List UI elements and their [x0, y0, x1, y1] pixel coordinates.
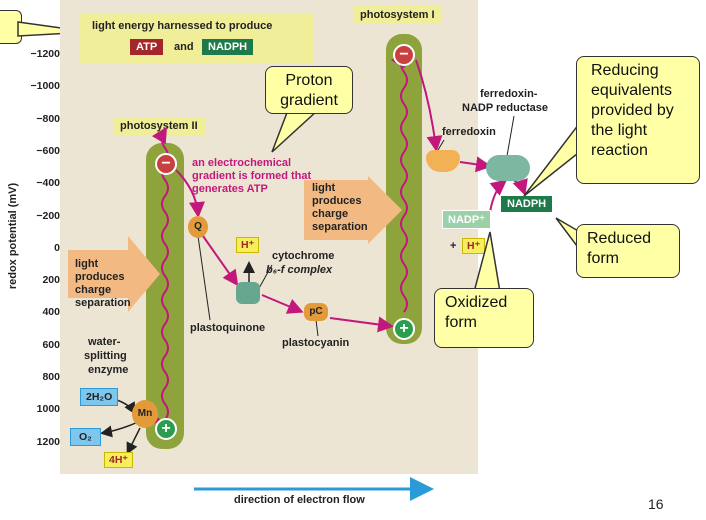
h-plus-box: H⁺ [236, 237, 260, 253]
y-tick-label: −1200 [30, 48, 61, 60]
photosystem-i-label: photosystem I [353, 6, 442, 24]
cytochrome-node [236, 282, 260, 304]
reductase-label-1: ferredoxin- [480, 88, 538, 100]
y-tick-label: −800 [36, 112, 60, 125]
pc-node: pC [304, 303, 328, 321]
photosystem-ii-column [146, 143, 184, 449]
y-tick-label: 1000 [36, 403, 60, 416]
cytochrome-label-1: cytochrome [272, 250, 335, 262]
y-tick-label: 600 [42, 338, 60, 351]
ps2-minus-icon: − [155, 153, 177, 175]
charge-separation-arrow-left [68, 236, 160, 312]
electrochemical-gradient-text: an electrochemical gradient is formed th… [192, 157, 312, 195]
water-enzyme-1: water- [88, 336, 121, 348]
4h-plus-box: 4H⁺ [104, 452, 133, 468]
cytochrome-label-2: b₆-f complex [266, 264, 333, 276]
ferredoxin-node [426, 150, 460, 172]
q-node: Q [188, 216, 208, 238]
reductase-label-2: NADP reductase [462, 102, 548, 114]
slide-number: 16 [648, 496, 664, 512]
o2-box: O₂ [70, 428, 101, 446]
y-tick-label: 200 [42, 274, 60, 287]
reductase-node [486, 155, 530, 181]
nadp-plus-box: NADP⁺ [442, 210, 491, 229]
plastoquinone-label: plastoquinone [190, 322, 266, 334]
plus-sign: + [450, 240, 457, 252]
photosystem-i-column [386, 34, 422, 344]
water-enzyme-2: splitting [84, 350, 127, 362]
h2o-box: 2H₂O [80, 388, 119, 406]
y-tick-label: −600 [36, 144, 60, 157]
water-enzyme-3: enzyme [88, 364, 129, 376]
y-tick-label: 800 [42, 371, 60, 383]
plastocyanin-label: plastocyanin [282, 337, 350, 349]
photosystem-ii-label: photosystem II [113, 117, 205, 135]
ps2-plus-icon: + [155, 418, 177, 440]
proton-gradient-callout: Proton gradient [265, 66, 353, 114]
y-tick-label: 400 [42, 306, 60, 319]
atp-tag: ATP [130, 39, 164, 55]
y-tick-label: 1200 [36, 435, 60, 448]
header-box: light energy harnessed to produce ATP an… [80, 13, 314, 63]
mn-node: Mn [132, 400, 158, 428]
h-plus-box-2: H⁺ [462, 238, 486, 254]
charge-separation-text-right: light produces charge separation [312, 182, 368, 233]
charge-separation-arrow-right [304, 176, 402, 244]
ps1-minus-icon: − [393, 44, 415, 66]
charge-separation-text-left: light produces charge separation [75, 258, 131, 309]
y-tick-label: 0 [54, 241, 60, 254]
y-tick-label: −400 [36, 177, 60, 190]
x-axis-label: direction of electron flow [234, 494, 365, 506]
ps1-plus-icon: + [393, 318, 415, 340]
nadph-tag: NADPH [202, 39, 254, 55]
header-text: light energy harnessed to produce [92, 20, 273, 32]
reduced-form-callout: Reduced form [576, 224, 680, 278]
header-and: and [174, 41, 194, 53]
y-tick-label: −200 [36, 209, 60, 222]
nadph-product-tag: NADPH [500, 195, 554, 213]
oxidized-form-callout: Oxidized form [434, 288, 534, 348]
y-tick-label: −1000 [30, 80, 61, 93]
reducing-equivalents-callout: Reducing equivalents provided by the lig… [576, 56, 700, 184]
ferredoxin-label: ferredoxin [442, 126, 496, 138]
